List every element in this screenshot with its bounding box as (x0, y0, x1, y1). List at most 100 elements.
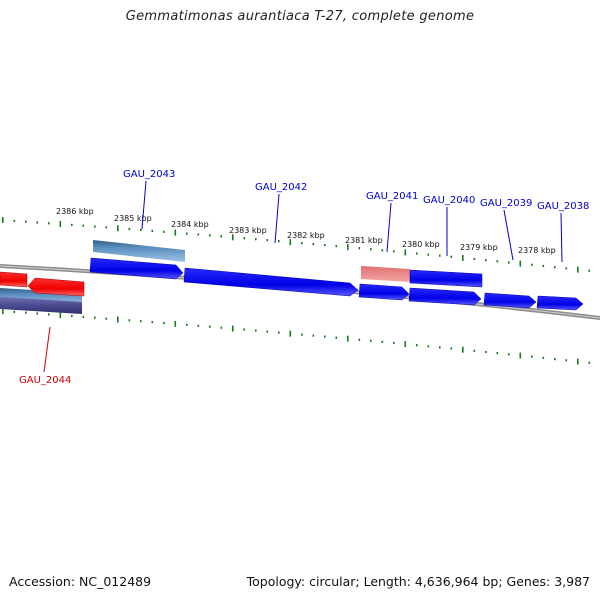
minor-tick (485, 259, 487, 262)
minor-tick (312, 243, 315, 246)
minor-tick (105, 226, 108, 229)
major-tick (59, 312, 62, 319)
genome-stats-text: Topology: circular; Length: 4,636,964 bp… (246, 574, 590, 589)
major-tick (577, 266, 579, 273)
major-tick (174, 320, 177, 327)
tick-label: 2386 kbp (56, 207, 94, 216)
major-tick (117, 225, 119, 232)
callout-line-gau-2042 (274, 193, 280, 244)
minor-tick (473, 257, 476, 261)
minor-tick (496, 260, 499, 263)
tick-label: 2380 kbp (402, 240, 440, 249)
minor-tick (197, 233, 200, 236)
minor-tick (335, 336, 338, 339)
major-tick (232, 325, 234, 332)
gene-label-gau-2041[interactable]: GAU_2041 (366, 191, 418, 202)
gene-arrow-gau-2042[interactable] (183, 267, 359, 297)
minor-tick (588, 269, 591, 272)
minor-tick (554, 358, 556, 361)
minor-tick (140, 320, 142, 323)
minor-tick (151, 321, 154, 324)
major-tick (519, 260, 522, 267)
minor-tick (324, 244, 326, 247)
gene-highlight-gau-2044-shadow (0, 297, 82, 314)
minor-tick (312, 334, 315, 337)
minor-tick (82, 315, 85, 318)
minor-tick (48, 313, 50, 316)
minor-tick (588, 361, 591, 364)
minor-tick (324, 335, 326, 338)
gene-label-gau-2039[interactable]: GAU_2039 (480, 198, 532, 209)
minor-tick (266, 330, 269, 333)
lower-tick-track (2, 308, 591, 365)
minor-tick (473, 349, 476, 352)
minor-tick (565, 267, 568, 270)
tick-label: 2378 kbp (518, 246, 556, 255)
minor-tick (163, 230, 165, 233)
minor-tick (531, 263, 533, 266)
tick-label: 2382 kbp (287, 231, 325, 240)
gene-arrow-gau-2044[interactable] (27, 277, 85, 297)
minor-tick (508, 353, 510, 356)
minor-tick (450, 347, 453, 350)
gene-arrow-gau-2040[interactable] (408, 287, 482, 306)
gene-callouts (43, 180, 563, 373)
minor-tick (335, 245, 338, 248)
minor-tick (381, 249, 384, 252)
minor-tick (25, 311, 27, 314)
plus-strand-genes (89, 257, 584, 311)
gene-label-gau-2040[interactable]: GAU_2040 (423, 195, 475, 206)
tick-label: 2381 kbp (345, 236, 383, 245)
gene-arrow-gau-2040-top[interactable] (409, 269, 483, 288)
minor-tick (71, 223, 73, 226)
minor-tick (542, 356, 545, 359)
callout-line-gau-2043 (141, 180, 147, 230)
gene-highlight-gau-2041 (361, 266, 410, 282)
minor-tick (220, 235, 223, 238)
minor-tick (186, 323, 188, 326)
minor-tick (94, 225, 96, 228)
minor-tick (243, 328, 246, 331)
minor-tick (416, 252, 418, 255)
minor-tick (36, 221, 39, 224)
major-tick (2, 308, 4, 315)
minor-tick (48, 222, 50, 225)
gene-label-gau-2044[interactable]: GAU_2044 (19, 375, 71, 386)
gene-label-gau-2038[interactable]: GAU_2038 (537, 201, 589, 212)
minor-tick (531, 355, 533, 358)
minor-tick (301, 242, 303, 245)
major-tick (232, 234, 234, 241)
map-title: Gemmatimonas aurantiaca T-27, complete g… (125, 9, 475, 24)
minor-tick (393, 341, 395, 345)
minor-tick (105, 317, 108, 320)
gene-label-gau-2042[interactable]: GAU_2042 (255, 182, 307, 193)
minor-tick (243, 237, 246, 240)
major-tick (462, 346, 464, 353)
tick-label: 2384 kbp (171, 220, 209, 229)
gene-arrow-gau-2043[interactable] (89, 257, 184, 280)
minor-tick (370, 339, 372, 342)
minor-tick (301, 333, 303, 336)
gene-arrow-gau-2039[interactable] (483, 292, 537, 309)
gene-arrow-gau-2041[interactable] (358, 283, 410, 301)
major-tick (404, 249, 407, 256)
minor-tick (94, 316, 96, 319)
callout-line-gau-2041 (386, 202, 392, 253)
major-tick (519, 352, 522, 359)
minor-tick (496, 352, 499, 355)
minor-tick (554, 266, 556, 269)
minor-tick (450, 255, 453, 258)
gene-arrow-red-left[interactable] (0, 271, 28, 288)
minor-tick (393, 250, 395, 253)
major-tick (59, 221, 62, 228)
minor-tick (82, 224, 85, 227)
minor-tick (209, 325, 211, 328)
gene-label-gau-2043[interactable]: GAU_2043 (123, 169, 175, 180)
minor-tick (565, 359, 568, 362)
minor-tick (381, 340, 384, 343)
gene-arrow-gau-2038[interactable] (536, 295, 584, 311)
major-tick (577, 358, 579, 365)
minor-tick (71, 314, 73, 318)
minor-tick (427, 253, 430, 256)
